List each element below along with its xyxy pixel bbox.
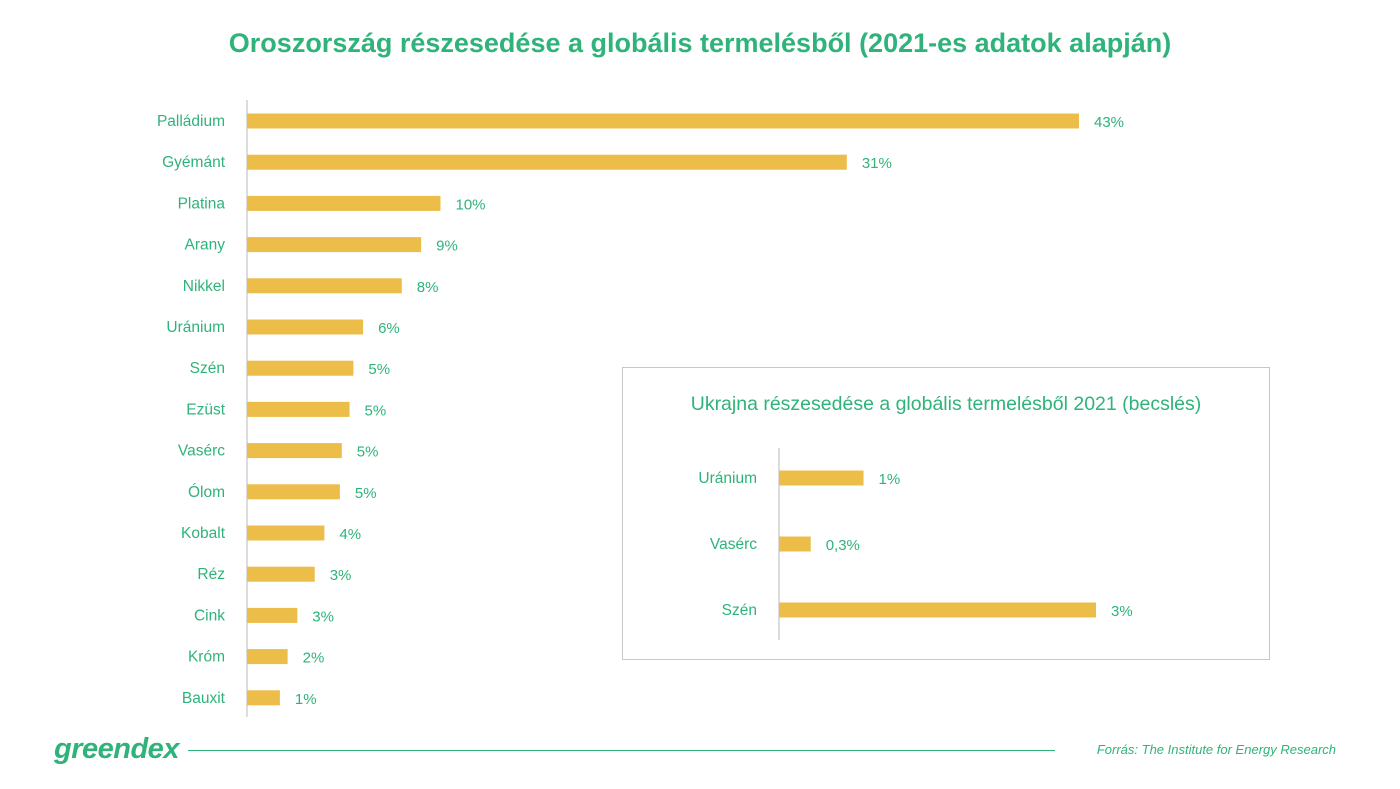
main-bar-palladium xyxy=(247,113,1079,129)
main-value-label-szen: 5% xyxy=(368,361,390,378)
inset-bar-uranium xyxy=(779,470,864,486)
main-category-label-platina: Platina xyxy=(178,195,226,212)
inset-value-label-uranium: 1% xyxy=(879,471,901,488)
main-value-label-gyemant: 31% xyxy=(862,155,892,172)
main-category-label-gyemant: Gyémánt xyxy=(162,154,226,171)
main-value-label-arany: 9% xyxy=(436,238,458,255)
main-bar-gyemant xyxy=(247,154,847,170)
main-bar-szen xyxy=(247,360,354,376)
main-category-label-uranium: Uránium xyxy=(166,319,225,336)
inset-value-label-vaserc: 0,3% xyxy=(826,537,860,554)
main-category-label-nikkel: Nikkel xyxy=(183,278,225,295)
main-value-label-olom: 5% xyxy=(355,485,377,502)
main-value-label-cink: 3% xyxy=(312,608,334,625)
main-bar-vaserc xyxy=(247,443,342,459)
main-value-label-bauxit: 1% xyxy=(295,691,317,708)
main-category-label-szen: Szén xyxy=(190,360,225,377)
main-category-label-cink: Cink xyxy=(194,607,225,624)
main-value-label-rez: 3% xyxy=(330,567,352,584)
inset-value-label-szen: 3% xyxy=(1111,603,1133,620)
main-bar-uranium xyxy=(247,319,364,335)
inset-panel: Ukrajna részesedése a globális termelésb… xyxy=(622,367,1270,660)
main-value-label-platina: 10% xyxy=(455,196,485,213)
source-note: Forrás: The Institute for Energy Researc… xyxy=(1096,742,1336,757)
main-value-label-krom: 2% xyxy=(303,650,325,667)
footer-divider xyxy=(188,750,1055,751)
main-value-label-uranium: 6% xyxy=(378,320,400,337)
main-value-label-kobalt: 4% xyxy=(339,526,361,543)
greendex-logo: greendex xyxy=(54,733,179,765)
main-value-label-vaserc: 5% xyxy=(357,444,379,461)
main-value-label-palladium: 43% xyxy=(1094,114,1124,131)
main-category-label-kobalt: Kobalt xyxy=(181,525,226,542)
main-value-label-nikkel: 8% xyxy=(417,279,439,296)
main-category-label-palladium: Palládium xyxy=(157,113,225,130)
main-category-label-bauxit: Bauxit xyxy=(182,690,226,707)
main-category-label-vaserc: Vasérc xyxy=(178,443,225,460)
inset-category-label-uranium: Uránium xyxy=(698,470,757,487)
inset-bar-szen xyxy=(779,602,1096,618)
main-bar-ezust xyxy=(247,401,350,417)
main-bar-rez xyxy=(247,566,315,582)
inset-title: Ukrajna részesedése a globális termelésb… xyxy=(690,393,1202,415)
main-bar-bauxit xyxy=(247,690,280,706)
inset-bar-vaserc xyxy=(779,536,811,552)
main-bar-arany xyxy=(247,237,422,253)
main-bar-kobalt xyxy=(247,525,325,541)
main-bar-chart: Palládium 43% Gyémánt 31% Platina 10% Arany 9% N… xyxy=(157,100,1124,717)
main-category-label-ezust: Ezüst xyxy=(186,401,225,418)
main-bar-cink xyxy=(247,607,298,623)
inset-category-label-szen: Szén xyxy=(722,602,757,619)
main-value-label-ezust: 5% xyxy=(365,402,387,419)
main-bar-platina xyxy=(247,195,441,211)
inset-category-label-vaserc: Vasérc xyxy=(710,536,757,553)
chart-title: Oroszország részesedése a globális terme… xyxy=(228,28,1172,58)
inset-bar-chart: Uránium 1% Vasérc 0,3% Szén 3% xyxy=(698,448,1133,640)
main-category-label-olom: Ólom xyxy=(188,484,225,501)
main-category-label-arany: Arany xyxy=(185,237,226,254)
main-bar-nikkel xyxy=(247,278,402,294)
main-bar-krom xyxy=(247,649,288,665)
main-bar-olom xyxy=(247,484,340,500)
main-category-label-rez: Réz xyxy=(197,566,225,583)
main-category-label-krom: Króm xyxy=(188,649,225,666)
